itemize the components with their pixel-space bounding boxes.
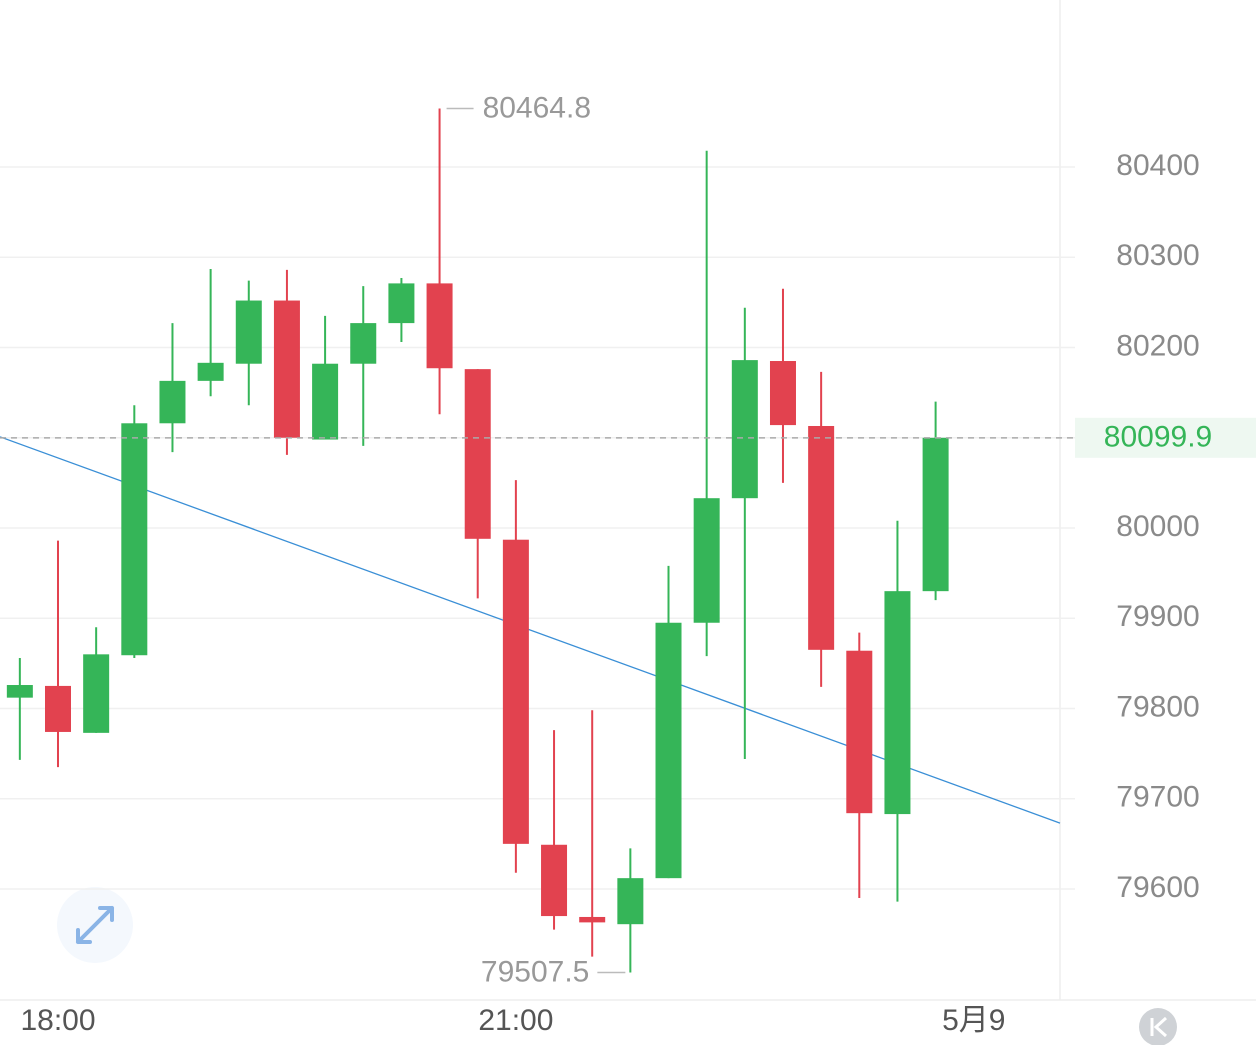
high-label: 80464.8 <box>483 91 591 124</box>
y-tick-label: 79600 <box>1116 871 1199 904</box>
candle-body <box>655 622 682 879</box>
candle-body <box>808 425 835 650</box>
candle-body <box>44 685 71 732</box>
candle-body <box>83 654 110 733</box>
candle-body <box>273 300 300 438</box>
candle-body <box>617 878 644 925</box>
candle-body <box>388 283 415 324</box>
y-tick-label: 80300 <box>1116 239 1199 272</box>
candle-body <box>922 437 949 592</box>
candle-body <box>426 283 453 369</box>
back-button[interactable] <box>1139 1008 1177 1045</box>
y-tick-label: 80200 <box>1116 329 1199 362</box>
candle-body <box>731 360 758 499</box>
x-tick-label: 5月9 <box>942 1004 1005 1037</box>
expand-icon <box>76 906 114 944</box>
last-price-label: 80099.9 <box>1104 421 1212 454</box>
y-tick-label: 79700 <box>1116 781 1199 814</box>
candle-body <box>159 380 186 424</box>
x-tick-label: 18:00 <box>20 1004 95 1037</box>
trend-line <box>0 436 1061 824</box>
candle-body <box>6 685 33 698</box>
candle-body <box>579 916 606 923</box>
candle-body <box>884 591 911 815</box>
candle-body <box>846 650 873 814</box>
y-tick-label: 80400 <box>1116 149 1199 182</box>
back-icon <box>1150 1016 1168 1038</box>
candle-body <box>121 423 148 656</box>
candle-body <box>693 498 720 623</box>
candle-body <box>464 369 491 539</box>
candle-body <box>350 323 377 364</box>
last-price-badge <box>1075 417 1256 458</box>
y-tick-label: 80000 <box>1116 510 1199 543</box>
candle-body <box>312 363 339 440</box>
y-tick-label: 79900 <box>1116 600 1199 633</box>
y-tick-label: 79800 <box>1116 690 1199 723</box>
candle-body <box>541 844 568 917</box>
expand-button[interactable] <box>57 887 133 963</box>
x-tick-label: 21:00 <box>478 1004 553 1037</box>
low-label: 79507.5 <box>481 955 589 988</box>
candle-body <box>235 300 262 364</box>
candle-body <box>502 539 529 844</box>
candle-body <box>769 361 796 426</box>
candle-body <box>197 362 224 381</box>
